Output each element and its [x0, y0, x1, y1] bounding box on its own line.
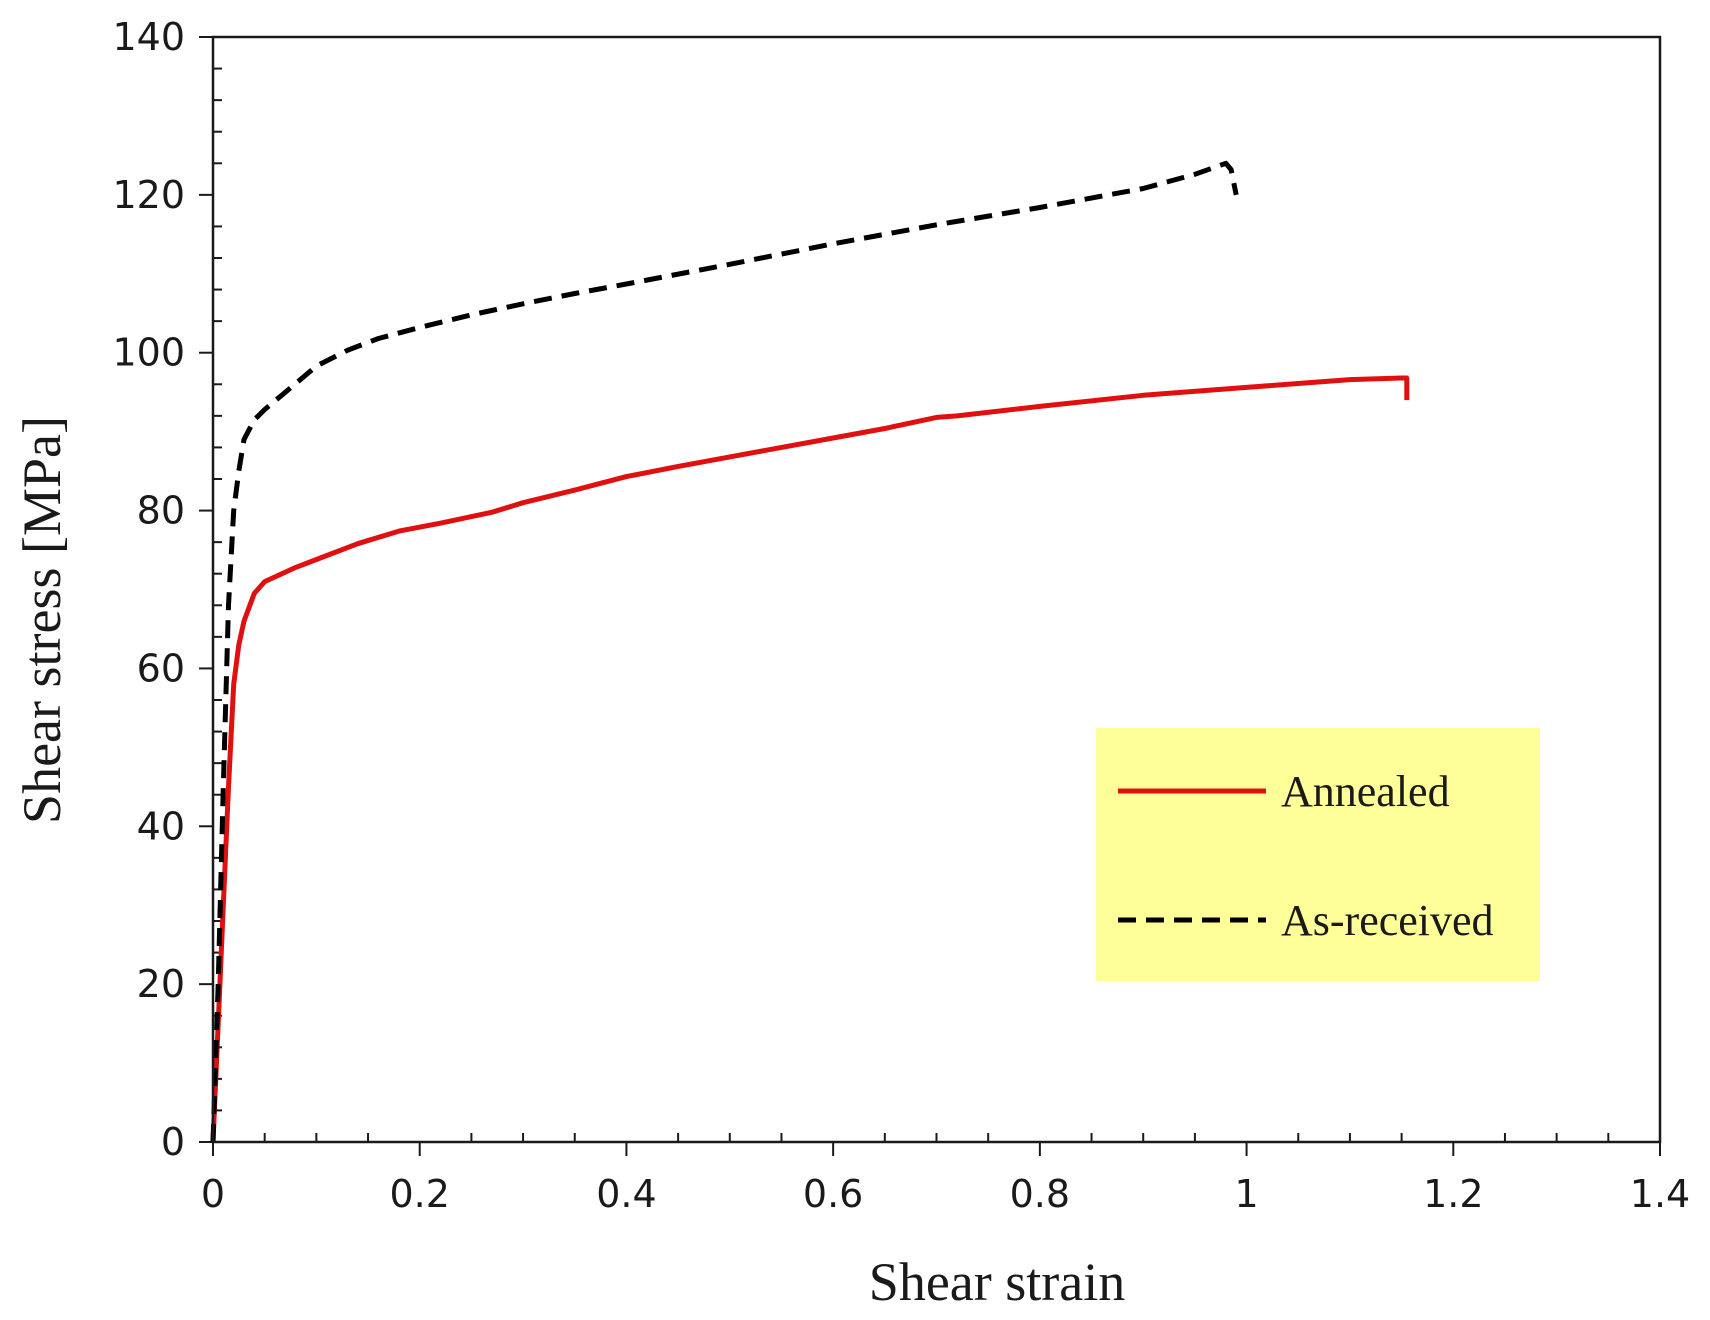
legend: Annealed As-received [1096, 728, 1540, 981]
x-tick-label: 1 [1234, 1172, 1258, 1216]
y-tick-label: 120 [112, 173, 185, 217]
series-layer [210, 160, 1410, 1143]
x-tick-label: 0.6 [803, 1172, 863, 1216]
y-tick-label: 20 [137, 962, 185, 1006]
x-tick-label: 1.4 [1630, 1172, 1690, 1216]
y-tick-label: 60 [137, 646, 185, 690]
x-tick-label: 0 [201, 1172, 225, 1216]
x-axis-label: Shear strain [869, 1252, 1125, 1312]
legend-box [1096, 728, 1540, 981]
plot-frame [211, 35, 1662, 1144]
x-tick-label: 0.8 [1010, 1172, 1070, 1216]
x-tick-label: 0.4 [596, 1172, 656, 1216]
y-tick-label: 40 [137, 804, 185, 848]
y-tick-label: 140 [112, 15, 185, 59]
x-tick-label: 1.2 [1423, 1172, 1483, 1216]
y-tick-label: 100 [112, 331, 185, 375]
y-tick-label: 0 [161, 1120, 185, 1164]
ticks-layer [199, 36, 1661, 1156]
legend-label-annealed: Annealed [1281, 767, 1450, 816]
legend-label-as-received: As-received [1281, 896, 1494, 945]
y-axis-label: Shear stress [MPa] [12, 416, 72, 824]
series-line-annealed [210, 375, 1410, 1143]
tick-labels: 0 0.2 0.4 0.6 0.8 1 1.2 1.4 0 20 40 60 80 100 120 140 [112, 15, 1690, 1216]
x-tick-label: 0.2 [389, 1172, 449, 1216]
y-tick-label: 80 [137, 489, 185, 533]
series-line-as-received [210, 160, 1239, 1143]
